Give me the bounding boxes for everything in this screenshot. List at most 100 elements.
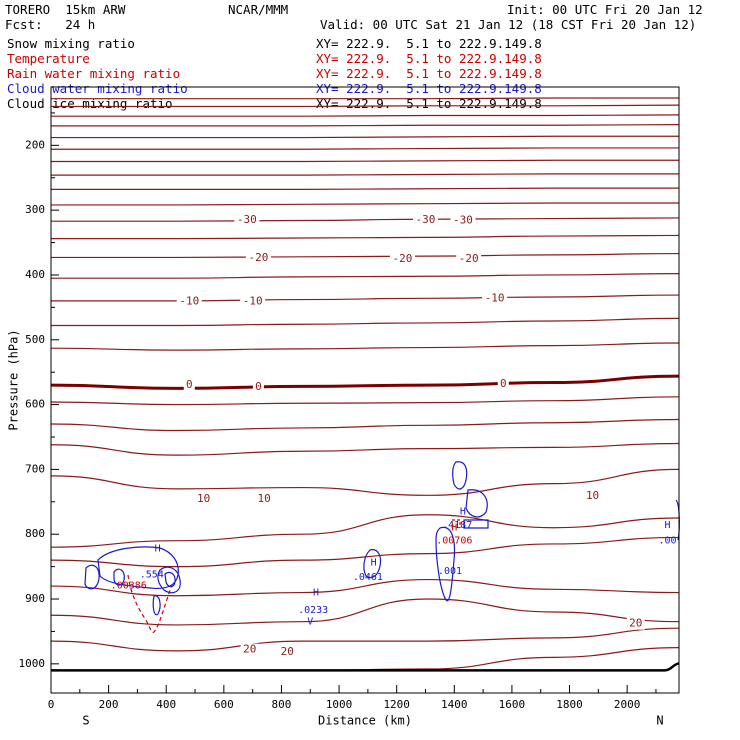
isotherm-line: [50, 627, 680, 652]
isotherm-line: [51, 252, 680, 259]
y-tick-label: 200: [25, 138, 45, 151]
cloud-water-label: .00: [658, 536, 676, 547]
legend-cloud-water: Cloud water mixing ratio: [7, 81, 188, 96]
isotherm-line: [50, 396, 680, 406]
x-tick-label: 2000: [614, 698, 641, 711]
cloud-water-contour: [113, 568, 125, 586]
cloud-water-contour: [363, 549, 382, 579]
cloud-water-label: H: [664, 520, 670, 531]
y-tick-label: 1000: [19, 657, 46, 670]
isotherm-line: [51, 159, 679, 163]
y-tick-label: 700: [25, 462, 45, 475]
isotherm-line: [51, 173, 679, 176]
isotherm-label: -10: [485, 291, 505, 304]
isotherm-label: -30: [453, 214, 473, 227]
y-tick-label: 800: [25, 527, 45, 540]
init-time: Init: 00 UTC Fri 20 Jan 12: [507, 2, 703, 17]
isotherm-label: -30: [416, 213, 436, 226]
isotherm-line: [51, 187, 679, 191]
y-tick-label: 400: [25, 268, 45, 281]
isotherm-label: 20: [629, 617, 642, 630]
cloud-water-label: H: [155, 543, 161, 554]
isotherm-label: 10: [586, 489, 599, 502]
cloud-water-label: .0461: [353, 572, 383, 583]
isotherm-label-bg: [450, 214, 476, 227]
cloud-water-contour: [465, 489, 488, 518]
isotherm-line: [50, 578, 680, 597]
y-tick-label: 600: [25, 398, 45, 411]
isotherm-line: [50, 234, 680, 240]
isotherm-label-bg: [626, 617, 645, 630]
x-tick-label: 1200: [383, 698, 410, 711]
isotherm-line: [50, 647, 680, 671]
isotherm-line: [51, 317, 680, 327]
cloud-water-label: .4187: [442, 520, 472, 531]
isotherm-label-bg: [245, 252, 271, 265]
cloud-water-label: H: [460, 507, 466, 518]
isotherm-label-bg: [240, 295, 266, 308]
isotherm-label-bg: [240, 643, 259, 656]
isotherm-label: 0: [500, 377, 507, 390]
isotherm-label-bg: [389, 252, 415, 265]
isotherm-line: [50, 514, 680, 548]
x-tick-label: 400: [156, 698, 176, 711]
x-tick-label: 1000: [326, 698, 353, 711]
isotherm-label-bg: [456, 252, 482, 265]
isotherm-line: [50, 442, 680, 456]
isotherm-label-bg: [176, 295, 202, 308]
isotherm-label-bg: [234, 213, 260, 226]
isotherm-label-bg: [497, 377, 509, 390]
legend-temperature-range: XY= 222.9. 5.1 to 222.9.149.8: [316, 51, 542, 66]
model-name: TORERO 15km ARW: [5, 2, 126, 17]
legend-temperature: Temperature: [7, 51, 90, 66]
isotherm-label-bg: [412, 213, 438, 226]
y-tick-label: 500: [25, 333, 45, 346]
isotherm-label-bg: [583, 489, 602, 502]
isotherm-label-bg: [482, 292, 508, 305]
rain-label: H: [451, 523, 457, 534]
isotherm-line: [51, 202, 679, 206]
isotherm-line: [50, 468, 680, 496]
isotherm-label-bg: [255, 493, 274, 506]
isotherm-label: -30: [237, 213, 257, 226]
legend-cloud-water-range: XY= 222.9. 5.1 to 222.9.149.8: [316, 81, 542, 96]
x-tick-label: 1600: [499, 698, 526, 711]
isotherm-line: [51, 147, 679, 150]
x-end-label-left: S: [82, 714, 89, 728]
cloud-water-label: H: [313, 588, 319, 599]
legend-rain: Rain water mixing ratio: [7, 66, 181, 81]
isotherm-label: -20: [248, 251, 268, 264]
cloud-water-contour: [164, 571, 176, 588]
y-tick-label: 300: [25, 203, 45, 216]
legend-snow-range: XY= 222.9. 5.1 to 222.9.149.8: [316, 36, 542, 51]
isotherm-line: [51, 104, 680, 108]
cloud-water-contour: [452, 461, 468, 490]
cloud-water-contour: [435, 526, 456, 602]
isotherm-line: [51, 97, 679, 100]
isotherm-label: 0: [186, 378, 193, 391]
isotherm-label: 10: [258, 492, 271, 505]
plot-frame: [50, 86, 680, 694]
isotherm-label: -10: [243, 295, 263, 308]
rain-contour: [452, 519, 461, 528]
isotherm-label-bg: [278, 646, 297, 659]
x-tick-label: 0: [48, 698, 55, 711]
x-tick-label: 800: [272, 698, 292, 711]
isotherm-line: [50, 123, 680, 127]
cloud-water-label: V: [307, 617, 313, 628]
isotherm-label-bg: [183, 379, 195, 392]
cloud-water-contour: [463, 519, 489, 529]
x-tick-label: 1800: [556, 698, 583, 711]
isotherm-label: 0: [255, 380, 262, 393]
isotherm-line: [50, 342, 680, 351]
isotherm-line: [51, 114, 680, 117]
cloud-water-contour: [84, 564, 100, 590]
x-tick-label: 600: [214, 698, 234, 711]
x-tick-label: 1400: [441, 698, 468, 711]
isotherm-line: [51, 294, 680, 302]
valid-time: Valid: 00 UTC Sat 21 Jan 12 (18 CST Fri …: [320, 17, 697, 32]
y-axis-title: Pressure (hPa): [7, 329, 21, 430]
isotherm-line: [51, 273, 680, 279]
cloud-water-label: .0233: [298, 605, 328, 616]
